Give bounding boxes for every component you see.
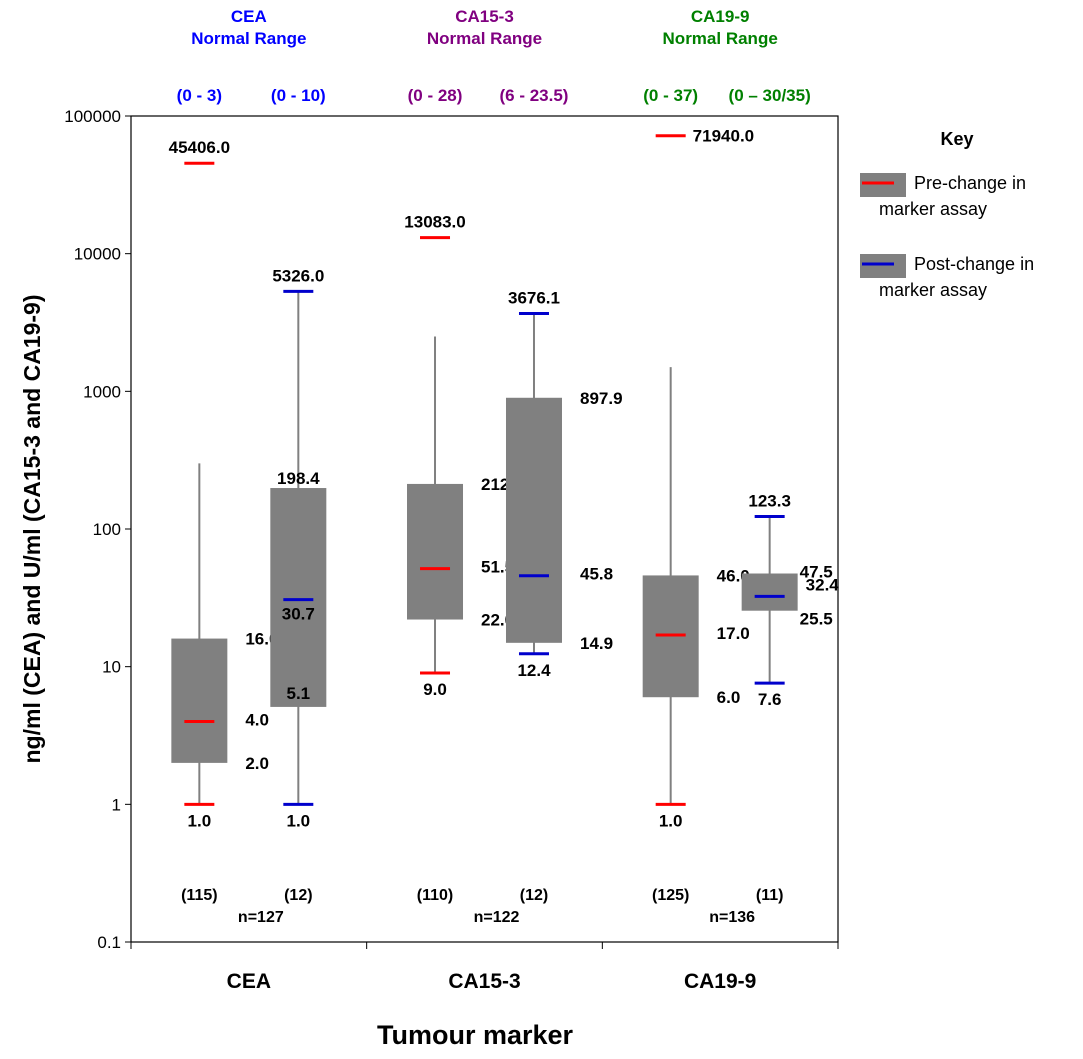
max-value-label: 5326.0: [272, 266, 324, 285]
sample-count-label: (115): [181, 887, 217, 904]
x-category-label: CA15-3: [448, 970, 520, 993]
q3-value-label: 16.0: [245, 630, 278, 649]
normal-range-label: (0 - 28): [408, 86, 463, 105]
y-tick-label: 1: [112, 795, 121, 814]
median-value-label: 51.5: [481, 558, 514, 577]
legend-entry-label: marker assay: [879, 199, 987, 219]
sample-count-label: (12): [520, 887, 548, 904]
sample-count-label: (11): [756, 887, 784, 904]
min-value-label: 12.4: [517, 661, 551, 680]
legend-entry-label: Post-change in: [914, 254, 1034, 274]
y-tick-label: 100: [93, 520, 121, 539]
x-category-label: CEA: [227, 970, 271, 993]
legend-title: Key: [940, 129, 973, 149]
y-tick-label: 10: [102, 658, 121, 677]
legend-swatch: [860, 173, 906, 197]
iqr-box: [505, 397, 562, 643]
min-value-label: 1.0: [659, 811, 683, 830]
q1-value-label: 5.1: [287, 684, 311, 703]
group-header-line: CA15-3: [455, 7, 514, 26]
group-header-line: Normal Range: [663, 29, 778, 48]
q1-value-label: 2.0: [245, 754, 269, 773]
max-value-label: 71940.0: [693, 127, 754, 146]
normal-range-label: (0 - 10): [271, 86, 326, 105]
max-value-label: 45406.0: [169, 138, 230, 157]
normal-range-label: (0 – 30/35): [729, 86, 811, 105]
q1-value-label: 25.5: [800, 610, 833, 629]
group-header-line: Normal Range: [427, 29, 542, 48]
min-value-label: 1.0: [188, 811, 212, 830]
iqr-box: [270, 488, 327, 707]
max-value-label: 123.3: [748, 491, 791, 510]
iqr-box: [407, 483, 464, 620]
y-tick-label: 10000: [74, 245, 121, 264]
iqr-box: [171, 638, 228, 763]
sample-count-label: (125): [652, 887, 689, 904]
median-value-label: 30.7: [282, 605, 315, 624]
group-n-label: n=127: [238, 909, 284, 926]
min-value-label: 7.6: [758, 690, 782, 709]
iqr-box: [741, 573, 798, 611]
q1-value-label: 14.9: [580, 634, 613, 653]
legend-swatch: [860, 254, 906, 278]
max-value-label: 13083.0: [404, 213, 465, 232]
legend-entry-label: marker assay: [879, 280, 987, 300]
group-header-line: CEA: [231, 7, 267, 26]
median-value-label: 4.0: [245, 710, 269, 729]
min-value-label: 1.0: [287, 811, 311, 830]
plot-frame: [130, 115, 839, 943]
group-header-line: Normal Range: [191, 29, 306, 48]
min-value-label: 9.0: [423, 680, 447, 699]
x-category-label: CA19-9: [684, 970, 756, 993]
sample-count-label: (110): [417, 887, 453, 904]
y-axis-title: ng/ml (CEA) and U/ml (CA15-3 and CA19-9): [19, 295, 45, 764]
q1-value-label: 22.0: [481, 611, 514, 630]
q3-value-label: 47.5: [800, 563, 833, 582]
q3-value-label: 46.0: [717, 566, 750, 585]
median-value-label: 32.4: [806, 575, 840, 594]
group-n-label: n=136: [709, 909, 755, 926]
median-value-label: 45.8: [580, 565, 613, 584]
q3-value-label: 897.9: [580, 389, 623, 408]
group-n-label: n=122: [474, 909, 520, 926]
q1-value-label: 6.0: [717, 688, 741, 707]
sample-count-label: (12): [284, 887, 312, 904]
y-tick-label: 100000: [64, 107, 121, 126]
y-tick-label: 0.1: [97, 933, 121, 952]
normal-range-label: (0 - 37): [643, 86, 698, 105]
normal-range-label: (0 - 3): [177, 86, 222, 105]
y-tick-label: 1000: [83, 382, 121, 401]
x-axis-title: Tumour marker: [377, 1020, 574, 1050]
max-value-label: 3676.1: [508, 288, 560, 307]
group-header-line: CA19-9: [691, 7, 750, 26]
q3-value-label: 198.4: [277, 469, 320, 488]
median-value-label: 17.0: [717, 624, 750, 643]
legend-entry-label: Pre-change in: [914, 173, 1026, 193]
normal-range-label: (6 - 23.5): [499, 86, 568, 105]
